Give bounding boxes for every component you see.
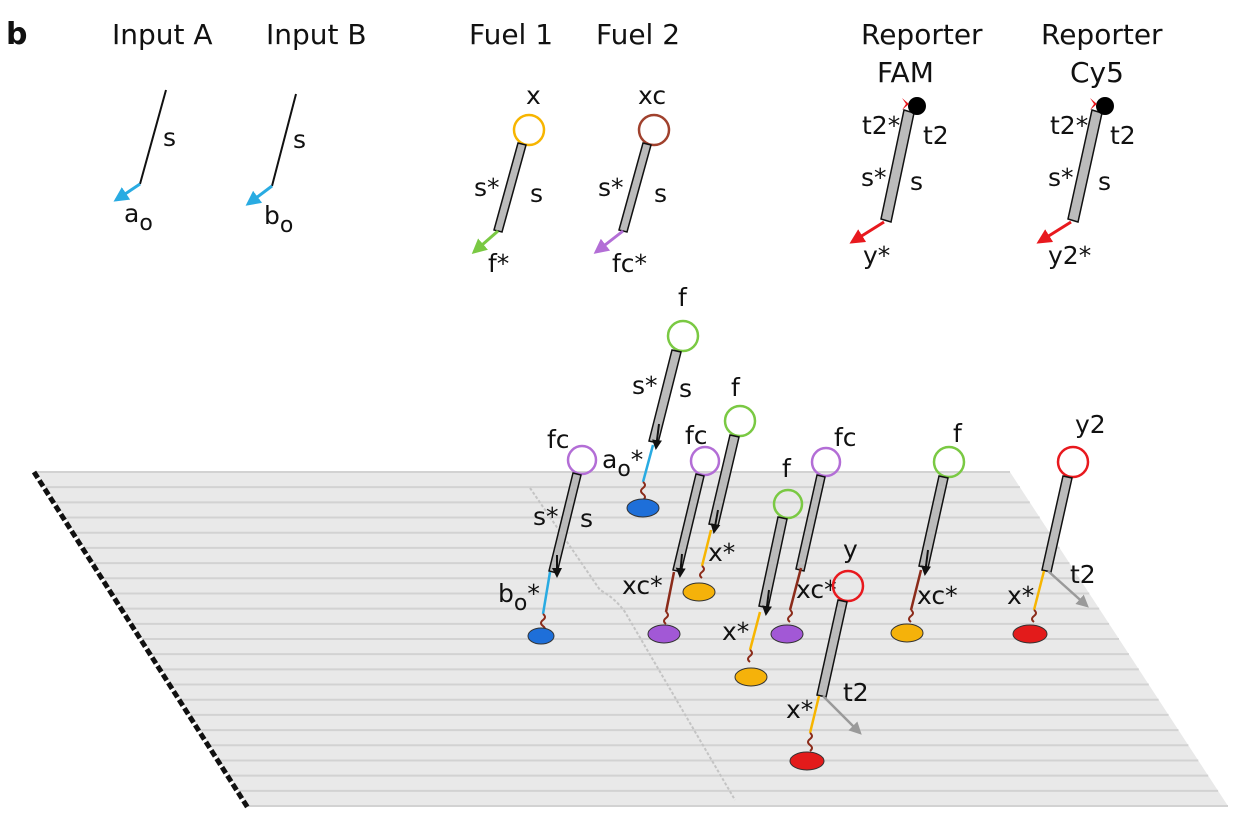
surface-helix-lines (36, 471, 1228, 807)
fuel-1-s-label: s (530, 179, 543, 208)
fam-s-label: s (910, 167, 923, 196)
tethered-y-label: y (843, 535, 858, 564)
tethered-xc-star-label-1: xc* (622, 571, 663, 600)
anchor-purple-1 (647, 624, 681, 644)
tethered-fc-xc-hairpin-2: fc xc* (770, 423, 857, 644)
input-a-ao-label: ao (124, 199, 153, 236)
cy5-quencher (1096, 97, 1114, 115)
header-reporter-cy5-line1: Reporter (1041, 18, 1163, 51)
anchor-orange-1 (682, 582, 716, 602)
input-b-s-label: s (293, 125, 306, 154)
cy5-t2-label: t2 (1110, 121, 1136, 150)
tethered-s-star-label-2: s* (632, 371, 658, 400)
tethered-x-star-label-4: x* (1007, 581, 1034, 610)
tethered-bo-star-label: bo* (498, 579, 540, 616)
anchor-orange-3 (890, 623, 924, 643)
cy5-s-star-label: s* (1048, 163, 1074, 192)
fuel-1-f-star-label: f* (488, 249, 509, 278)
origami-surface (31, 470, 1228, 810)
tethered-f-x-hairpin-1: f x* (682, 373, 757, 602)
tethered-f-x-hairpin-2: f x* (722, 454, 804, 687)
anchor-orange-2 (734, 667, 768, 687)
anchor-blue-2 (626, 498, 660, 518)
input-b-strand: s bo (245, 93, 306, 238)
tethered-s-star-label-1: s* (533, 502, 559, 531)
cy5-t2-star-label: t2* (1050, 111, 1088, 140)
reporter-fam-complex: t2* t2 s* s y* (849, 97, 949, 270)
tethered-f-label-4: f (953, 419, 963, 448)
tethered-s-label-2: s (679, 374, 692, 403)
fam-t2-label: t2 (923, 121, 949, 150)
fam-quencher (908, 97, 926, 115)
header-input-a: Input A (112, 18, 213, 51)
tethered-fc-xc-hairpin-1: fc xc* (622, 421, 721, 644)
tethered-f-label-2: f (731, 373, 741, 402)
tethered-f-label-1: f (678, 283, 688, 312)
anchor-blue-1 (527, 627, 555, 645)
anchor-purple-2 (770, 624, 804, 644)
tethered-fc-label-3: fc (834, 423, 857, 452)
panel-letter: b (6, 17, 27, 52)
input-a-s-label: s (163, 123, 176, 152)
fuel-1-hairpin: x s* s f* (471, 81, 546, 278)
header-reporter-fam-line2: FAM (877, 56, 934, 89)
surface-seam-left (529, 487, 736, 801)
tethered-ao-star-label: ao* (602, 445, 643, 482)
cy5-y2-star-label: y2* (1048, 241, 1091, 270)
input-a-strand: s ao (113, 89, 176, 236)
tethered-fc-bo-hairpin: fc s* s bo* (498, 425, 598, 645)
cy5-s-label: s (1098, 167, 1111, 196)
surface-edge-helix (31, 470, 251, 810)
tethered-fc-label-2: fc (685, 421, 708, 450)
header-fuel-1: Fuel 1 (469, 18, 553, 51)
tethered-f-label-3: f (782, 454, 792, 483)
tethered-x-star-label-1: x* (708, 538, 735, 567)
fam-y-star-label: y* (863, 241, 890, 270)
tethered-fc-label-1: fc (547, 425, 570, 454)
fam-fluorophore (902, 98, 909, 110)
fuel-2-s-star-label: s* (598, 173, 624, 202)
tethered-x-star-label-2: x* (722, 617, 749, 646)
fuel-2-xc-label: xc (638, 81, 666, 110)
header-input-b: Input B (266, 18, 367, 51)
tethered-y2-reporter-hairpin: y2 t2 x* (1007, 410, 1106, 644)
header-fuel-2: Fuel 2 (596, 18, 680, 51)
fuel-2-hairpin: xc s* s fc* (593, 81, 671, 278)
tethered-s-label-1: s (580, 504, 593, 533)
anchor-red-2 (1012, 624, 1048, 644)
fuel-1-x-label: x (526, 81, 541, 110)
tethered-x-star-label-3: x* (786, 695, 813, 724)
tethered-xc-star-label-3: xc* (917, 581, 958, 610)
tethered-t2-label-2: t2 (1070, 560, 1096, 589)
fuel-2-s-label: s (654, 179, 667, 208)
tethered-y2-label: y2 (1075, 410, 1106, 439)
tethered-f-ao-hairpin: f s* s ao* (602, 283, 700, 518)
input-b-bo-label: bo (264, 201, 293, 238)
header-reporter-fam-line1: Reporter (861, 18, 983, 51)
fam-t2-star-label: t2* (862, 111, 900, 140)
tethered-xc-star-label-2: xc* (796, 575, 837, 604)
fuel-1-s-star-label: s* (474, 173, 500, 202)
tethered-f-xc-hairpin: f xc* (890, 419, 966, 643)
anchor-red-1 (789, 751, 825, 771)
fuel-2-fc-star-label: fc* (612, 249, 647, 278)
reporter-cy5-complex: t2* t2 s* s y2* (1036, 97, 1136, 270)
header-reporter-cy5-line2: Cy5 (1070, 56, 1124, 89)
cy5-fluorophore (1090, 98, 1097, 110)
fam-s-star-label: s* (861, 163, 887, 192)
tethered-t2-label-1: t2 (843, 678, 869, 707)
tethered-y-reporter-hairpin-1: y t2 x* (786, 535, 869, 771)
